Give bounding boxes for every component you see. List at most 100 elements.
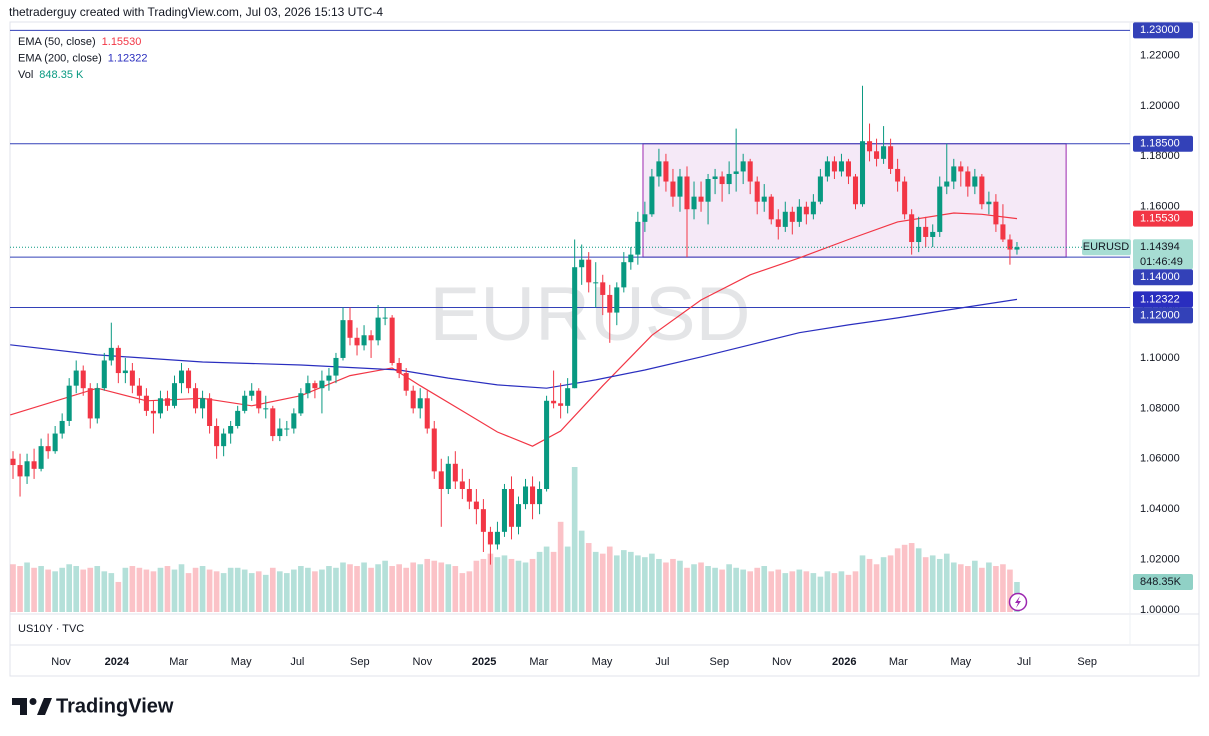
candle-body [705,179,711,202]
candle-body [986,201,992,205]
volume-bar [45,569,51,612]
volume-bar [73,566,80,612]
watermark: EURUSD [430,272,751,357]
candle-body [164,398,170,406]
volume-bar [817,576,824,612]
candle-body [501,488,507,532]
y-tick-label: 1.18000 [1140,150,1180,162]
volume-bar [936,558,943,612]
volume-bar [122,567,129,612]
volume-bar [642,557,648,612]
x-tick-label: Sep [1077,656,1097,668]
y-tick-label: 1.20000 [1140,100,1180,112]
volume-bar [929,555,936,612]
volume-bar [178,564,185,612]
candle-body [796,206,802,222]
y-tick-label: 1.04000 [1140,503,1180,515]
candle-body [888,146,894,169]
volume-bar [248,573,255,612]
candle-body [487,531,493,545]
candle-body [171,383,178,406]
candle-body [101,360,107,389]
volume-bar [957,564,964,612]
legend-name: EMA (50, close) [18,36,96,48]
volume-bar [206,569,213,612]
volume-bar [340,562,346,612]
volume-bar [1000,564,1006,612]
candle-body [445,463,451,489]
x-tick-label: Jul [1017,656,1031,668]
volume-bar [199,566,206,612]
ema-line [10,212,1018,447]
volume-bar [150,571,157,612]
price-label-box [1133,291,1193,308]
volume-bar [494,557,501,612]
candle-body [817,176,823,202]
legend-entry: EMA (50, close) 1.15530 [18,36,141,48]
candle-body [958,166,964,172]
volume-bar [480,558,487,612]
price-label-box [1133,269,1193,286]
candle-body [859,141,866,205]
volume-bar [452,566,459,612]
candle-body [754,181,760,202]
candle-body [979,176,985,205]
candle-body [508,488,515,527]
volume-bar [726,564,732,612]
price-label: 1.14000 [1140,271,1180,283]
candle-body [312,383,318,389]
volume-bar [943,553,950,612]
logo-icon [12,698,52,715]
volume-bar [585,543,592,612]
price-label: 1.23000 [1140,24,1180,36]
x-tick-label: 2026 [832,656,856,668]
volume-bar [291,569,297,612]
volume-bar [698,562,704,612]
volume-bar [691,564,697,612]
candle-body [494,531,500,545]
x-tick-label: Jul [655,656,669,668]
volume-bar [262,574,269,612]
logo-text: TradingView [56,695,174,717]
candle-body [480,509,486,532]
candle-body [726,173,732,185]
volume-bar [557,521,564,612]
volume-bar [417,564,424,612]
candle-body [389,317,395,363]
candle-body [200,398,206,409]
candle-body [895,168,901,182]
candle-body [143,395,149,411]
candle-body [45,446,51,452]
candle-body [1007,239,1013,250]
volume-bar [382,560,388,612]
candle-body [930,231,936,237]
volume-bar [164,566,171,612]
candle-body [438,471,444,489]
volume-bar [789,571,796,612]
volume-bar [31,567,37,612]
candle-body [656,161,662,177]
candle-body [66,385,72,421]
volume-bar [375,564,381,612]
candle-body [852,176,859,205]
volume-bar [24,562,30,612]
candle-body [600,282,606,295]
y-tick-label: 1.08000 [1140,402,1180,414]
symbol-box [1082,239,1131,256]
candle-body [768,196,774,220]
volume-bar [1007,569,1013,612]
candle-body [691,196,697,210]
candle-body [712,176,718,180]
volume-bar [845,574,852,612]
volume-bar [17,566,23,612]
volume-bar [719,569,725,612]
candle-body [263,408,269,410]
candle-body [347,320,353,338]
volume-bar [606,546,613,612]
candle-body [73,370,79,386]
candle-body [916,226,922,243]
candle-body [1000,224,1006,240]
volume-bar [550,551,557,612]
candle-body [761,196,767,202]
x-tick-label: Sep [350,656,370,668]
